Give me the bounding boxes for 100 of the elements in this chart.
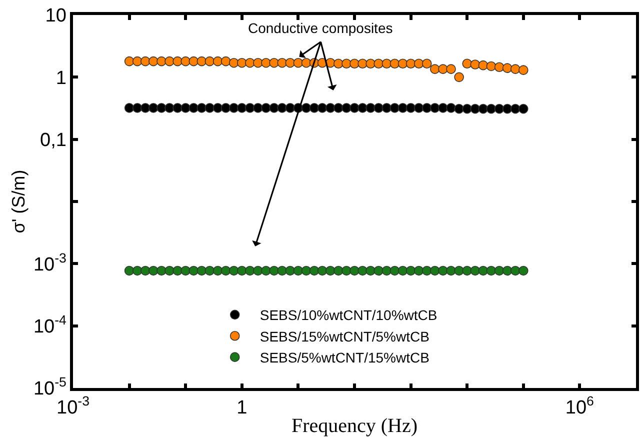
point [269, 103, 279, 113]
point [309, 266, 320, 276]
point [414, 58, 424, 69]
point [366, 58, 376, 69]
point [269, 58, 279, 68]
point [293, 58, 304, 68]
point [406, 266, 416, 276]
point [510, 104, 520, 114]
point [502, 63, 512, 73]
y-tick-label: 10$^{-3}$ [33, 250, 66, 276]
point [285, 103, 296, 113]
point [374, 103, 384, 113]
point [446, 103, 456, 113]
point [204, 266, 215, 276]
point [398, 58, 408, 69]
point [462, 104, 472, 114]
point [172, 266, 182, 276]
point [478, 104, 488, 114]
point [156, 56, 166, 66]
point [422, 266, 432, 276]
point [237, 266, 247, 276]
point [390, 266, 400, 276]
point [342, 266, 352, 276]
point [228, 266, 239, 276]
point [358, 266, 368, 276]
y-tick-label: 10 [45, 6, 66, 27]
y-tick-label: 10$^{-5}$ [33, 374, 66, 400]
point [261, 103, 271, 113]
point [220, 103, 231, 113]
point [293, 266, 304, 276]
y-tick-label: 0,1 [40, 130, 66, 151]
point [132, 103, 142, 113]
point [518, 266, 528, 276]
point [486, 266, 496, 276]
point [438, 266, 448, 276]
point [220, 266, 231, 276]
point [180, 266, 190, 276]
point [438, 64, 448, 74]
point [334, 103, 344, 113]
point [188, 103, 199, 113]
point [325, 103, 336, 113]
point [398, 103, 408, 113]
point [470, 266, 480, 276]
point [342, 103, 352, 113]
point [366, 103, 376, 113]
point [462, 58, 472, 69]
point [486, 61, 496, 72]
point [204, 103, 215, 113]
point [245, 103, 255, 113]
point [124, 103, 134, 113]
point [156, 103, 166, 113]
point [124, 266, 134, 276]
point [228, 58, 239, 68]
point [301, 58, 312, 68]
point [140, 56, 150, 66]
point [502, 104, 512, 114]
point [285, 266, 296, 276]
legend-label: SEBS/10%wtCNT/10%wtCB [260, 307, 438, 324]
point [301, 103, 312, 113]
point [454, 72, 464, 82]
point [253, 58, 263, 68]
point [350, 103, 360, 113]
point [390, 103, 400, 113]
point [462, 266, 472, 276]
point [164, 103, 174, 113]
point [374, 266, 384, 276]
point [156, 266, 166, 276]
point [390, 58, 400, 69]
point [317, 103, 328, 113]
point [188, 266, 199, 276]
point [196, 56, 207, 66]
legend-label: SEBS/15%wtCNT/5%wtCB [260, 328, 430, 344]
point [486, 104, 496, 114]
point [494, 104, 504, 114]
point [172, 56, 182, 66]
point [382, 58, 392, 69]
point [430, 103, 440, 113]
annotation: Conductive composites [248, 20, 393, 36]
point [518, 65, 528, 75]
point [140, 266, 150, 276]
point [518, 104, 528, 114]
point [350, 266, 360, 276]
point [277, 103, 288, 113]
point [196, 266, 207, 276]
point [140, 103, 150, 113]
y-axis-title: σ' (S/m) [8, 170, 29, 234]
point [406, 58, 416, 69]
point [253, 103, 263, 113]
point [172, 103, 182, 113]
point [454, 104, 464, 114]
point [478, 266, 488, 276]
point [366, 266, 376, 276]
x-tick-label: 10$^{6}$ [565, 394, 594, 419]
point [237, 103, 247, 113]
point [470, 104, 480, 114]
point [317, 266, 328, 276]
point [148, 266, 158, 276]
point [277, 58, 288, 68]
point [446, 266, 456, 276]
point [478, 60, 488, 70]
